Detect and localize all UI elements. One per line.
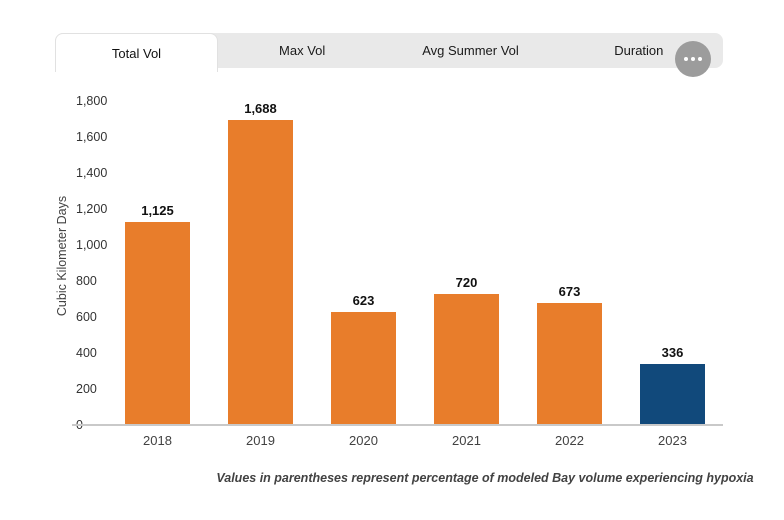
ellipsis-icon <box>698 57 702 61</box>
bar-2019[interactable] <box>228 120 293 424</box>
ellipsis-icon <box>691 57 695 61</box>
bar-value-label: 623 <box>352 292 375 308</box>
bar-2020[interactable] <box>331 311 396 424</box>
bar-2021[interactable] <box>434 294 499 424</box>
x-tick-label-2019: 2019 <box>246 433 275 448</box>
tab-label: Total Vol <box>111 45 162 61</box>
x-tick-label-2023: 2023 <box>658 433 687 448</box>
bar-slot-2021: 720 <box>415 100 518 424</box>
x-axis-labels: 2018 2019 2020 2021 2022 2023 <box>106 433 724 448</box>
ellipsis-icon <box>684 57 688 61</box>
y-axis-title: Cubic Kilometer Days <box>55 195 69 317</box>
more-options-button[interactable] <box>675 41 711 77</box>
bar-slot-2019: 1,688 <box>209 100 312 424</box>
bar-2022[interactable] <box>537 302 602 424</box>
y-tick-label: 600 <box>76 310 97 324</box>
tab-duration[interactable]: Duration <box>614 43 664 58</box>
y-tick-label: 1,800 <box>76 94 108 108</box>
y-tick-label: 1,200 <box>76 202 108 216</box>
y-tick-label: 200 <box>76 382 97 396</box>
x-tick-label-2021: 2021 <box>452 433 481 448</box>
y-tick-label: 800 <box>76 274 97 288</box>
bar-slot-2020: 623 <box>312 100 415 424</box>
x-tick-label-2022: 2022 <box>555 433 584 448</box>
chart-footnote: Values in parentheses represent percenta… <box>216 471 754 485</box>
bar-2023[interactable] <box>640 363 705 424</box>
bar-value-label: 1,125 <box>141 202 174 218</box>
tab-max-vol[interactable]: Max Vol <box>279 43 326 58</box>
bar-slot-2023: 336 <box>621 100 724 424</box>
bar-value-label: 720 <box>455 275 478 291</box>
x-axis-line <box>72 424 723 426</box>
bar-2018[interactable] <box>125 221 190 424</box>
tab-group: Max Vol Avg Summer Vol Duration <box>218 33 723 68</box>
bar-slot-2022: 673 <box>518 100 621 424</box>
bar-value-label: 336 <box>661 344 684 360</box>
y-tick-label: 1,600 <box>76 130 108 144</box>
tab-total-vol[interactable]: Total Vol <box>55 33 218 72</box>
y-tick-label: 400 <box>76 346 97 360</box>
tab-bar: Total Vol Max Vol Avg Summer Vol Duration <box>55 33 723 77</box>
tab-avg-summer-vol[interactable]: Avg Summer Vol <box>422 43 519 58</box>
y-tick-label: 1,000 <box>76 238 108 252</box>
x-tick-label-2018: 2018 <box>143 433 172 448</box>
bar-value-label: 1,688 <box>244 101 277 117</box>
bar-value-label: 673 <box>558 283 581 299</box>
y-tick-label: 1,400 <box>76 166 108 180</box>
bar-plot: 1,125 1,688 623 720 673 336 <box>106 100 724 424</box>
x-tick-label-2020: 2020 <box>349 433 378 448</box>
bar-slot-2018: 1,125 <box>106 100 209 424</box>
